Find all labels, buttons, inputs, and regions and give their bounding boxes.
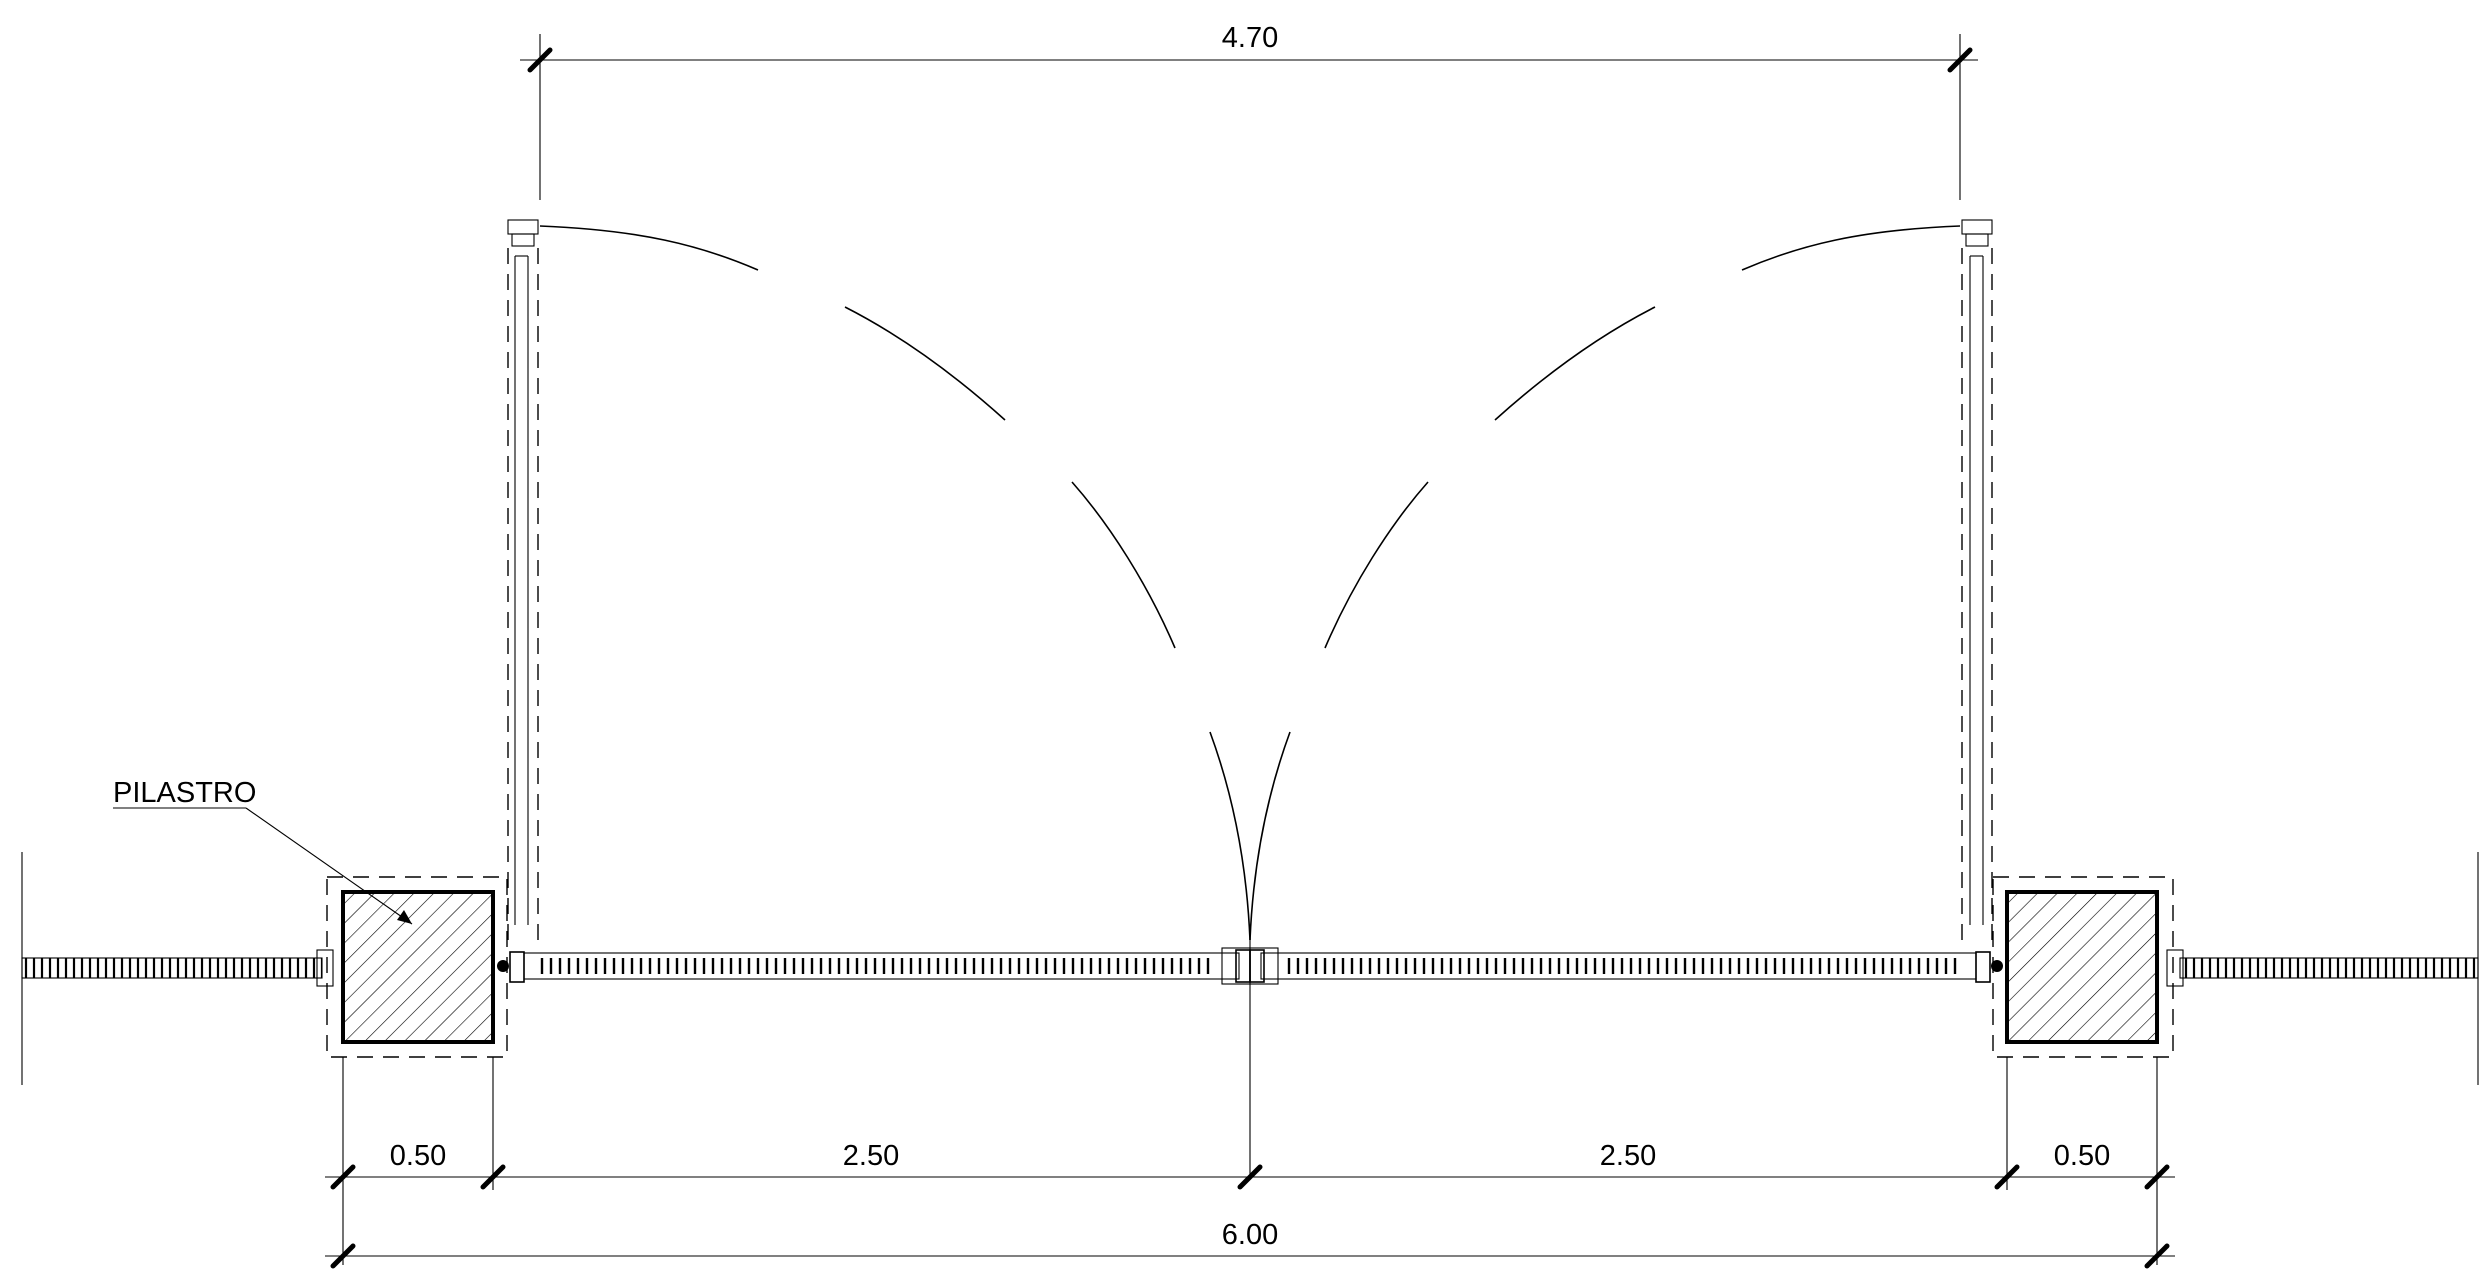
dimension-label-leaf-left: 2.50 xyxy=(843,1140,899,1172)
right-gate-leaf-closed xyxy=(1260,951,2003,983)
dimension-label-pier-right: 0.50 xyxy=(2054,1140,2110,1172)
right-gate-leaf-open xyxy=(1961,219,1993,945)
left-fence xyxy=(21,852,323,1085)
dimension-top: 4.70 xyxy=(520,22,1978,200)
dimension-label-6-00: 6.00 xyxy=(1222,1219,1278,1251)
swing-arcs xyxy=(539,225,1961,941)
left-gate-leaf-closed xyxy=(497,951,1240,983)
dimension-row-bottom: 0.50 2.50 2.50 0.50 xyxy=(325,1140,2175,1190)
dimension-label-pier-left: 0.50 xyxy=(390,1140,446,1172)
extension-lines xyxy=(342,1057,2158,1265)
left-pier xyxy=(316,876,508,1058)
right-fence xyxy=(2179,852,2479,1085)
dimension-label-leaf-right: 2.50 xyxy=(1600,1140,1656,1172)
center-latch xyxy=(1221,947,1279,985)
pilastro-label: PILASTRO xyxy=(113,777,256,809)
left-gate-leaf-open xyxy=(507,219,539,945)
right-pier xyxy=(1992,876,2184,1058)
dimension-overall: 6.00 xyxy=(325,1219,2175,1269)
dimension-label-4-70: 4.70 xyxy=(1222,22,1278,54)
